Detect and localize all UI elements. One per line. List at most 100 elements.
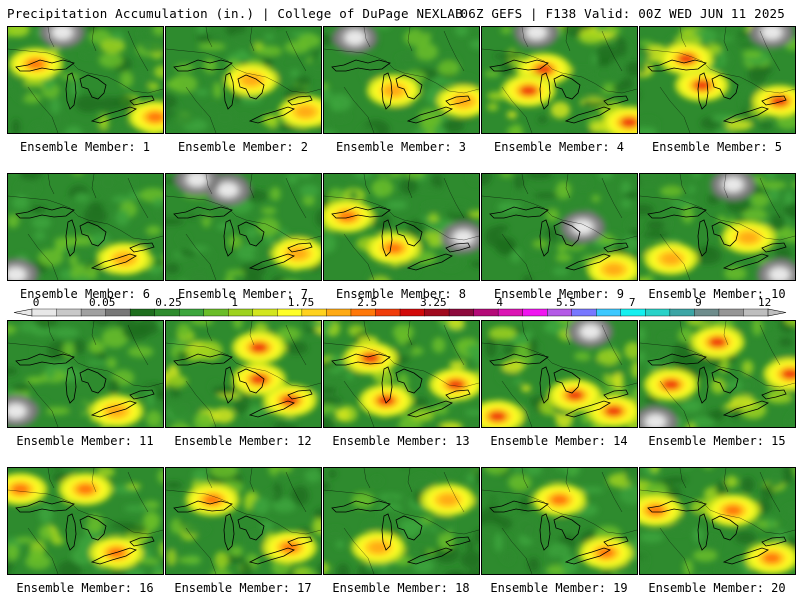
colorbar-tick-label: 4 (496, 298, 503, 309)
colorbar-tick-label: 12 (758, 298, 771, 309)
ensemble-member-label: Ensemble Member: 7 (177, 287, 309, 301)
colorbar-max-arrow (767, 308, 787, 317)
precip-field (324, 468, 479, 574)
colorbar-tick-label: 7 (629, 298, 636, 309)
ensemble-member-label: Ensemble Member: 8 (335, 287, 467, 301)
colorbar-swatch (301, 308, 327, 317)
colorbar-swatch (522, 308, 548, 317)
colorbar-swatch (571, 308, 597, 317)
colorbar-swatch (203, 308, 229, 317)
ensemble-map-20 (639, 467, 796, 575)
colorbar-swatch (620, 308, 646, 317)
ensemble-member-label: Ensemble Member: 15 (648, 434, 786, 448)
colorbar-swatch (718, 308, 744, 317)
ensemble-map-6 (7, 173, 164, 281)
precip-field (8, 321, 163, 427)
ensemble-member-label: Ensemble Member: 2 (177, 140, 309, 154)
ensemble-map-16 (7, 467, 164, 575)
precip-field (8, 27, 163, 133)
colorbar-swatch (694, 308, 720, 317)
precip-field (482, 27, 637, 133)
ensemble-map-17 (165, 467, 322, 575)
colorbar-tick-label: 5.5 (556, 298, 576, 309)
precip-field (482, 174, 637, 280)
ensemble-member-label: Ensemble Member: 18 (332, 581, 470, 595)
ensemble-map-2 (165, 26, 322, 134)
precip-field (482, 468, 637, 574)
colorbar-swatch (56, 308, 82, 317)
colorbar-swatch (129, 308, 156, 317)
precip-field (640, 321, 795, 427)
ensemble-member-label: Ensemble Member: 11 (16, 434, 154, 448)
colorbar-swatch (375, 308, 401, 317)
title-left: Precipitation Accumulation (in.) | Colle… (7, 6, 463, 21)
ensemble-map-5 (639, 26, 796, 134)
ensemble-member-label: Ensemble Member: 16 (16, 581, 154, 595)
colorbar-swatch (31, 308, 58, 317)
colorbar-tick-label: 0.05 (89, 298, 116, 309)
colorbar-swatch (80, 308, 107, 317)
colorbar-tick-label: 0.25 (155, 298, 182, 309)
precip-field (166, 174, 321, 280)
ensemble-map-15 (639, 320, 796, 428)
precip-field (8, 468, 163, 574)
colorbar-swatch (645, 308, 671, 317)
precip-field (324, 174, 479, 280)
ensemble-member-label: Ensemble Member: 12 (174, 434, 312, 448)
ensemble-map-8 (323, 173, 480, 281)
colorbar-swatch (277, 308, 303, 317)
ensemble-member-label: Ensemble Member: 20 (648, 581, 786, 595)
colorbar-swatch (547, 308, 573, 317)
colorbar-swatch (399, 308, 426, 317)
colorbar-swatch (252, 308, 278, 317)
precip-field (324, 321, 479, 427)
ensemble-map-9 (481, 173, 638, 281)
ensemble-member-label: Ensemble Member: 13 (332, 434, 470, 448)
colorbar-tick-label: 1.75 (288, 298, 315, 309)
precip-field (166, 468, 321, 574)
colorbar-swatch (743, 308, 769, 317)
colorbar-swatch (669, 308, 695, 317)
ensemble-member-label: Ensemble Member: 6 (19, 287, 151, 301)
colorbar-swatch (596, 308, 622, 317)
title-right: 06Z GEFS | F138 Valid: 00Z WED JUN 11 20… (460, 6, 785, 21)
precip-field (640, 27, 795, 133)
colorbar-swatch (424, 308, 450, 317)
ensemble-member-label: Ensemble Member: 17 (174, 581, 312, 595)
colorbar-min-arrow (13, 308, 33, 317)
precip-field (640, 468, 795, 574)
ensemble-map-14 (481, 320, 638, 428)
colorbar-svg: 0 0.05 0.25 1 1.75 2.5 3.25 4 5.5 7 9 12 (13, 298, 787, 317)
ensemble-member-label: Ensemble Member: 10 (648, 287, 786, 301)
ensemble-map-11 (7, 320, 164, 428)
colorbar-swatch (448, 308, 475, 317)
ensemble-member-label: Ensemble Member: 3 (335, 140, 467, 154)
ensemble-member-label: Ensemble Member: 5 (651, 140, 783, 154)
colorbar-tick-label: 0 (33, 298, 40, 309)
ensemble-map-10 (639, 173, 796, 281)
ensemble-member-label: Ensemble Member: 1 (19, 140, 151, 154)
colorbar-swatch (497, 308, 524, 317)
ensemble-member-label: Ensemble Member: 4 (493, 140, 625, 154)
colorbar-tick-label: 3.25 (420, 298, 447, 309)
precip-field (166, 321, 321, 427)
colorbar-tick-label: 9 (695, 298, 702, 309)
precip-field (166, 27, 321, 133)
ensemble-map-3 (323, 26, 480, 134)
colorbar-swatch (178, 308, 205, 317)
ensemble-map-18 (323, 467, 480, 575)
ensemble-map-4 (481, 26, 638, 134)
precip-field (640, 174, 795, 280)
precipitation-colorbar: 0 0.05 0.25 1 1.75 2.5 3.25 4 5.5 7 9 12 (10, 298, 790, 320)
ensemble-map-1 (7, 26, 164, 134)
ensemble-member-label: Ensemble Member: 19 (490, 581, 628, 595)
colorbar-tick-label: 2.5 (357, 298, 377, 309)
colorbar-swatch (473, 308, 499, 317)
ensemble-map-12 (165, 320, 322, 428)
ensemble-map-13 (323, 320, 480, 428)
colorbar-swatch (154, 308, 180, 317)
ensemble-map-7 (165, 173, 322, 281)
colorbar-swatch (326, 308, 352, 317)
precip-field (324, 27, 479, 133)
colorbar-tick-label: 1 (231, 298, 238, 309)
